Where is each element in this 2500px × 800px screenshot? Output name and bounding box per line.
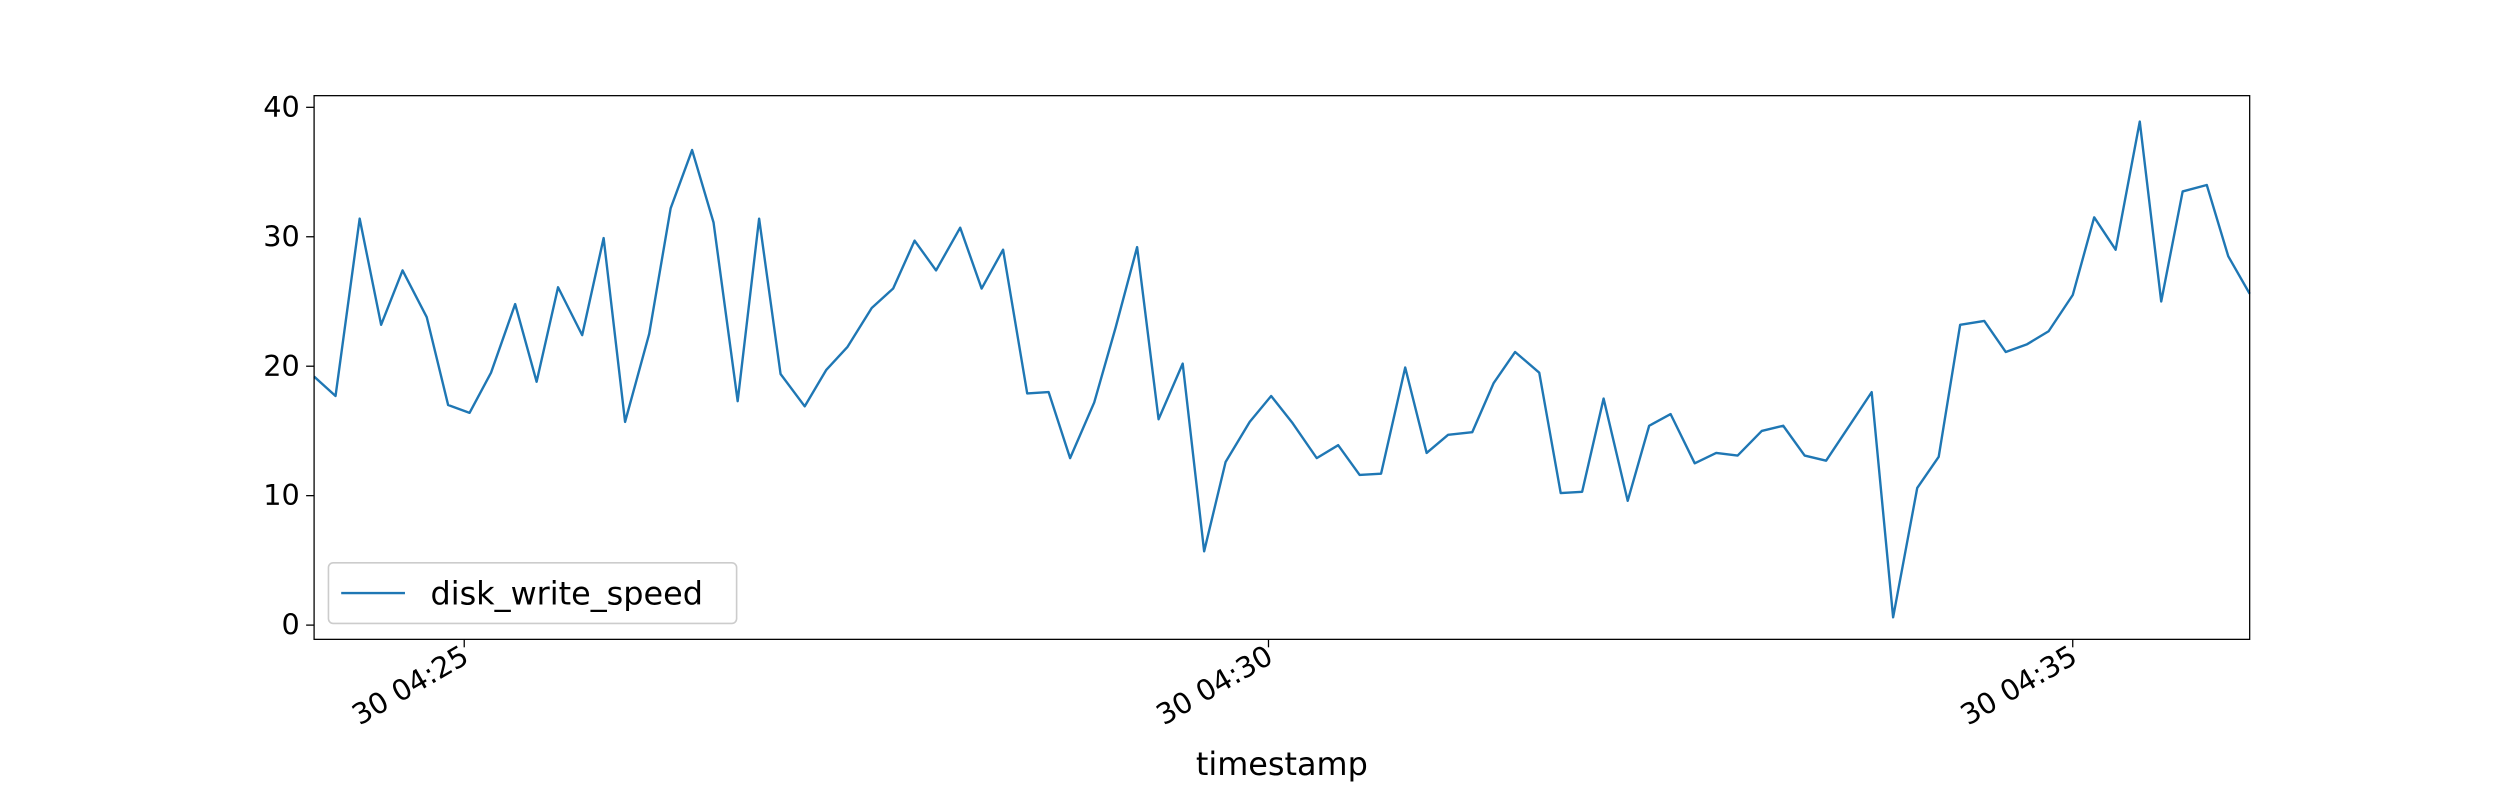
y-tick-label: 30 [263,219,300,253]
y-tick-label: 0 [281,608,299,642]
y-tick-label: 20 [263,349,300,383]
plot-frame [313,95,2251,640]
legend-label: disk_write_speed [430,574,702,612]
y-tick-label: 10 [263,478,300,512]
y-tick-label: 40 [263,90,300,124]
x-tick-label: 30 04:35 [1955,638,2083,732]
x-tick-label: 30 04:30 [1150,638,1278,732]
legend-box [327,562,738,625]
legend: disk_write_speed [327,562,738,625]
x-tick-label: 30 04:25 [346,638,474,732]
x-axis-label: timestamp [1196,745,1368,783]
data-line [313,120,2251,619]
